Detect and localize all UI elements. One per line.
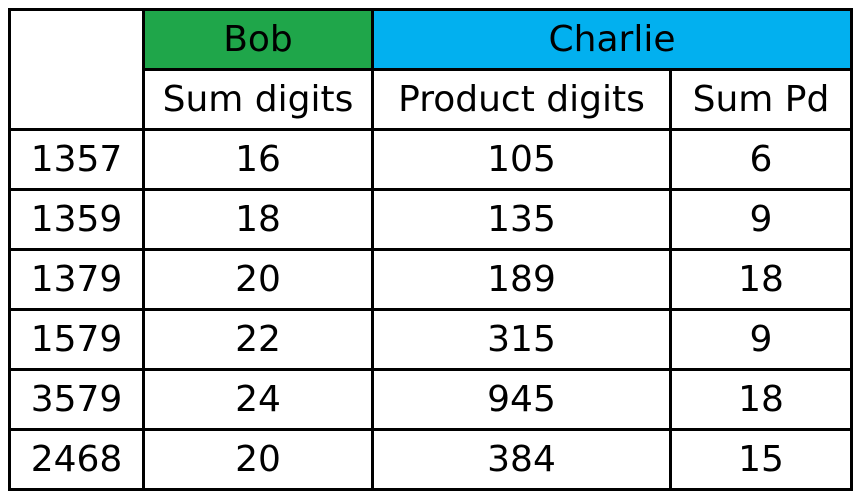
sum-pd-cell: 9	[669, 188, 853, 251]
sum-pd-cell: 9	[669, 308, 853, 371]
sum-digits-cell: 16	[142, 128, 374, 191]
charlie-group-header: Charlie	[371, 8, 853, 71]
number-cell: 2468	[8, 428, 145, 491]
sum-pd-cell: 15	[669, 428, 853, 491]
sum-pd-cell: 18	[669, 368, 853, 431]
product-digits-cell: 189	[371, 248, 672, 311]
column-header-row: Sum digits Product digits Sum Pd	[10, 68, 853, 131]
corner-cell	[8, 8, 145, 131]
product-digits-cell: 135	[371, 188, 672, 251]
sum-digits-cell: 20	[142, 428, 374, 491]
product-digits-cell: 105	[371, 128, 672, 191]
sum-digits-cell: 24	[142, 368, 374, 431]
table-row: 1359 18 135 9	[8, 188, 853, 251]
number-cell: 1579	[8, 308, 145, 371]
sum-digits-header: Sum digits	[142, 68, 374, 131]
sum-digits-cell: 18	[142, 188, 374, 251]
table-row: 1379 20 189 18	[8, 248, 853, 311]
sum-pd-header: Sum Pd	[669, 68, 853, 131]
digits-table: Bob Charlie Sum digits Product digits Su…	[8, 8, 853, 491]
product-digits-cell: 315	[371, 308, 672, 371]
product-digits-cell: 945	[371, 368, 672, 431]
product-digits-cell: 384	[371, 428, 672, 491]
table-row: 1357 16 105 6	[8, 128, 853, 191]
number-cell: 1379	[8, 248, 145, 311]
sum-digits-cell: 22	[142, 308, 374, 371]
table-row: 1579 22 315 9	[8, 308, 853, 371]
sum-pd-cell: 18	[669, 248, 853, 311]
product-digits-header: Product digits	[371, 68, 672, 131]
number-cell: 1359	[8, 188, 145, 251]
table-row: 2468 20 384 15	[8, 428, 853, 491]
table-row: 3579 24 945 18	[8, 368, 853, 431]
group-header-row: Bob Charlie	[8, 8, 853, 131]
sum-pd-cell: 6	[669, 128, 853, 191]
number-cell: 1357	[8, 128, 145, 191]
bob-group-header: Bob	[142, 8, 374, 71]
number-cell: 3579	[8, 368, 145, 431]
sum-digits-cell: 20	[142, 248, 374, 311]
